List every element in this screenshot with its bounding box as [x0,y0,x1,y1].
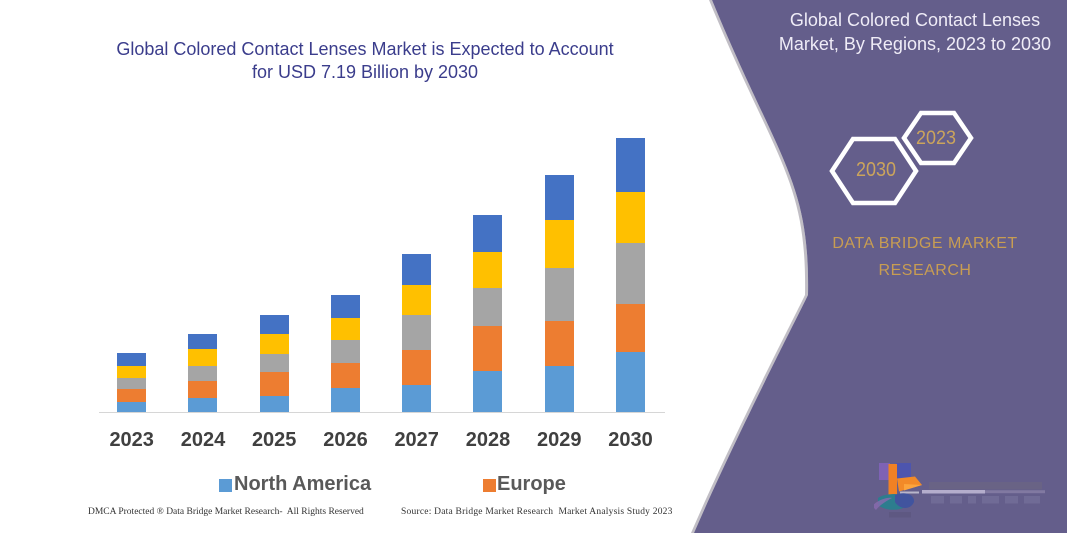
svg-text:2030: 2030 [856,159,896,181]
svg-text:2023: 2023 [916,128,956,149]
